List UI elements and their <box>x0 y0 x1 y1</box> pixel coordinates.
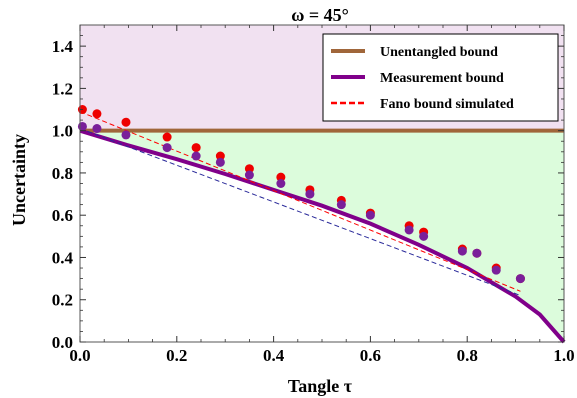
y-axis-label: Uncertainty <box>9 134 29 226</box>
data-point-series-5 <box>472 248 482 258</box>
data-point-series-4 <box>244 164 254 174</box>
data-point-series-4 <box>215 151 225 161</box>
data-point-series-5 <box>305 189 315 199</box>
region-entanglement-detected <box>80 130 564 342</box>
x-tick-label: 0.2 <box>166 346 187 365</box>
data-point-series-5 <box>121 130 131 140</box>
data-point-series-5 <box>515 274 525 284</box>
legend-label: Unentangled bound <box>380 45 498 60</box>
data-point-series-5 <box>419 231 429 241</box>
x-tick-label: 0.6 <box>360 346 381 365</box>
measurement-bound-line <box>79 128 566 344</box>
data-point-series-5 <box>276 179 286 188</box>
y-tick-label: 0.6 <box>52 206 73 225</box>
legend-label: Fano bound simulated <box>380 97 514 112</box>
y-tick-label: 1.4 <box>52 37 74 56</box>
data-point-series-5 <box>491 265 501 275</box>
y-tick-label: 1.2 <box>52 79 73 98</box>
x-tick-label: 0.8 <box>457 346 478 365</box>
data-point-series-5 <box>215 157 225 167</box>
x-axis-label: Tangle τ <box>288 376 353 396</box>
chart-title: ω = 45° <box>291 5 349 25</box>
data-point-series-4 <box>276 172 286 182</box>
legend: Unentangled bound Measurement bound Fano b… <box>322 33 559 122</box>
x-tick-label: 0.0 <box>69 346 90 365</box>
data-point-series-5 <box>191 151 201 161</box>
data-point-series-5 <box>92 124 102 134</box>
data-point-series-5 <box>244 170 254 180</box>
data-point-series-4 <box>121 117 131 127</box>
data-point-series-5 <box>336 200 346 210</box>
y-tick-label: 0.8 <box>52 164 73 183</box>
x-tick-label: 0.4 <box>263 346 285 365</box>
data-point-series-5 <box>162 143 172 153</box>
data-point-series-5 <box>404 225 414 235</box>
data-point-series-4 <box>92 109 102 119</box>
y-tick-label: 1.0 <box>52 122 73 141</box>
y-tick-label: 0.2 <box>52 291 73 310</box>
data-point-series-4 <box>191 143 201 153</box>
y-tick-label: 0.0 <box>52 333 73 352</box>
y-tick-label: 0.4 <box>52 248 74 267</box>
data-point-series-5 <box>365 210 375 220</box>
fano-bound-simulated-line <box>79 111 521 292</box>
series-3-line <box>79 128 521 296</box>
data-point-series-4 <box>162 132 172 142</box>
x-tick-label: 1.0 <box>553 346 574 365</box>
legend-label: Measurement bound <box>380 71 504 86</box>
data-point-series-5 <box>457 246 467 256</box>
data-point-series-5 <box>77 121 87 131</box>
